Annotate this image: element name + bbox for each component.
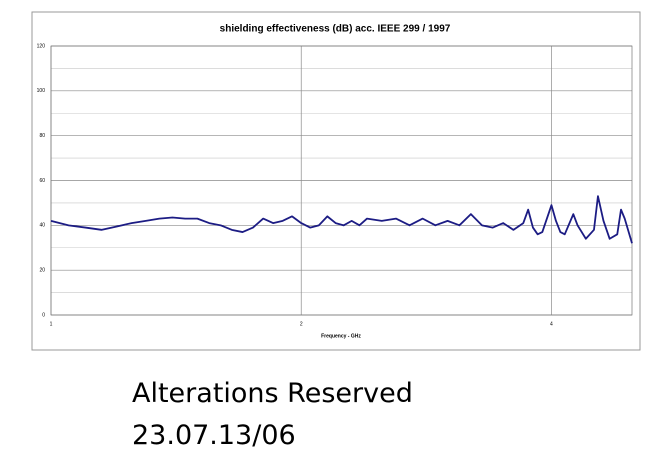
x-tick-label: 4 — [550, 321, 553, 327]
plot-area — [50, 45, 633, 316]
y-tick-label: 60 — [39, 178, 45, 184]
x-tick-label: 2 — [300, 321, 303, 327]
footer-line: Alterations Reserved — [132, 378, 413, 409]
footer-line: 23.07.13/06 — [132, 420, 296, 451]
y-tick-label: 80 — [39, 133, 45, 139]
y-tick-label: 20 — [39, 267, 45, 273]
chart-frame — [31, 11, 641, 351]
x-axis-label: Frequency - GHz — [321, 333, 361, 339]
y-tick-label: 0 — [42, 312, 45, 318]
chart-title: shielding effectiveness (dB) acc. IEEE 2… — [220, 24, 451, 35]
y-tick-label: 120 — [37, 43, 46, 49]
data-line — [50, 195, 633, 244]
y-tick-label: 100 — [37, 88, 46, 94]
x-tick-label: 1 — [50, 321, 53, 327]
y-tick-label: 40 — [39, 223, 45, 229]
